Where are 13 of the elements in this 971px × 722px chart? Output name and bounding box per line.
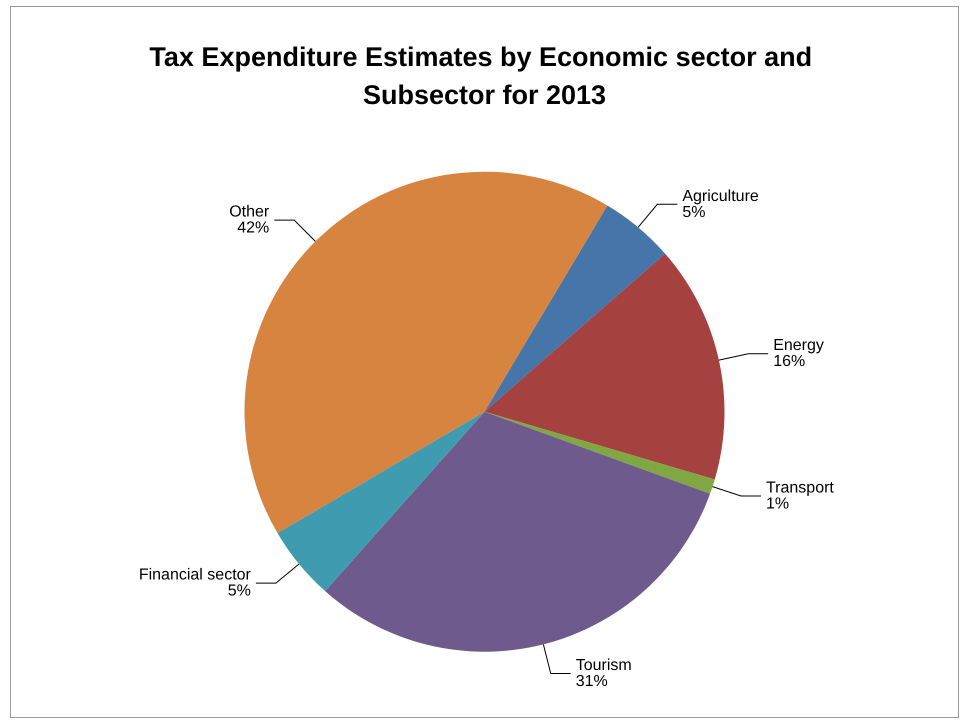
slice-label: Other	[229, 204, 270, 221]
slice-label: Tourism	[576, 656, 632, 674]
data-label: 31%	[576, 672, 608, 690]
slice-label: Energy	[773, 337, 824, 354]
chart-title: Tax Expenditure Estimates by Economic sector and Subsector for 2013	[149, 42, 820, 110]
data-label: 5%	[228, 582, 251, 600]
data-label: 1%	[766, 496, 790, 513]
slice-label: Financial sector	[138, 566, 252, 584]
slice-label: Agriculture	[682, 188, 759, 205]
data-label: 42%	[237, 220, 270, 237]
slice-label: Transport	[766, 480, 834, 497]
data-label: 16%	[773, 353, 806, 370]
data-label: 5%	[682, 204, 706, 221]
